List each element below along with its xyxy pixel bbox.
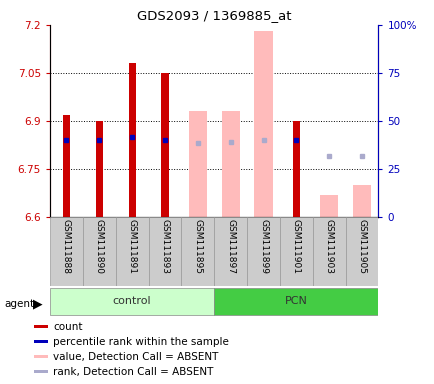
Text: ▶: ▶ xyxy=(33,298,42,311)
Bar xyxy=(62,114,70,217)
Text: GSM111899: GSM111899 xyxy=(258,219,267,274)
Text: count: count xyxy=(53,321,82,331)
Text: value, Detection Call = ABSENT: value, Detection Call = ABSENT xyxy=(53,352,218,362)
Text: GSM111901: GSM111901 xyxy=(291,219,300,274)
Text: GSM111893: GSM111893 xyxy=(160,219,169,274)
Title: GDS2093 / 1369885_at: GDS2093 / 1369885_at xyxy=(137,9,291,22)
Text: GSM111891: GSM111891 xyxy=(127,219,136,274)
Bar xyxy=(247,217,279,286)
Bar xyxy=(148,217,181,286)
Bar xyxy=(128,63,135,217)
Text: GSM111888: GSM111888 xyxy=(62,219,71,274)
Bar xyxy=(188,111,207,217)
Bar xyxy=(214,217,247,286)
Bar xyxy=(345,217,378,286)
Text: control: control xyxy=(112,296,151,306)
Bar xyxy=(115,217,148,286)
Text: PCN: PCN xyxy=(284,296,307,306)
Text: agent: agent xyxy=(4,299,34,309)
Bar xyxy=(50,217,82,286)
Bar xyxy=(319,195,338,217)
Bar xyxy=(95,121,103,217)
Bar xyxy=(214,288,378,315)
Bar xyxy=(221,111,239,217)
Text: GSM111895: GSM111895 xyxy=(193,219,202,274)
Text: GSM111897: GSM111897 xyxy=(226,219,235,274)
Bar xyxy=(34,356,48,358)
Bar xyxy=(34,325,48,328)
Text: GSM111890: GSM111890 xyxy=(95,219,104,274)
Bar xyxy=(352,185,370,217)
Bar xyxy=(82,217,115,286)
Text: GSM111905: GSM111905 xyxy=(357,219,366,274)
Text: percentile rank within the sample: percentile rank within the sample xyxy=(53,336,228,347)
Bar xyxy=(312,217,345,286)
Bar xyxy=(254,31,272,217)
Bar xyxy=(279,217,312,286)
Text: rank, Detection Call = ABSENT: rank, Detection Call = ABSENT xyxy=(53,367,213,377)
Bar xyxy=(34,341,48,343)
Bar xyxy=(34,371,48,373)
Bar xyxy=(161,73,168,217)
Bar xyxy=(292,121,299,217)
Bar xyxy=(181,217,214,286)
Text: GSM111903: GSM111903 xyxy=(324,219,333,274)
Bar xyxy=(50,288,214,315)
